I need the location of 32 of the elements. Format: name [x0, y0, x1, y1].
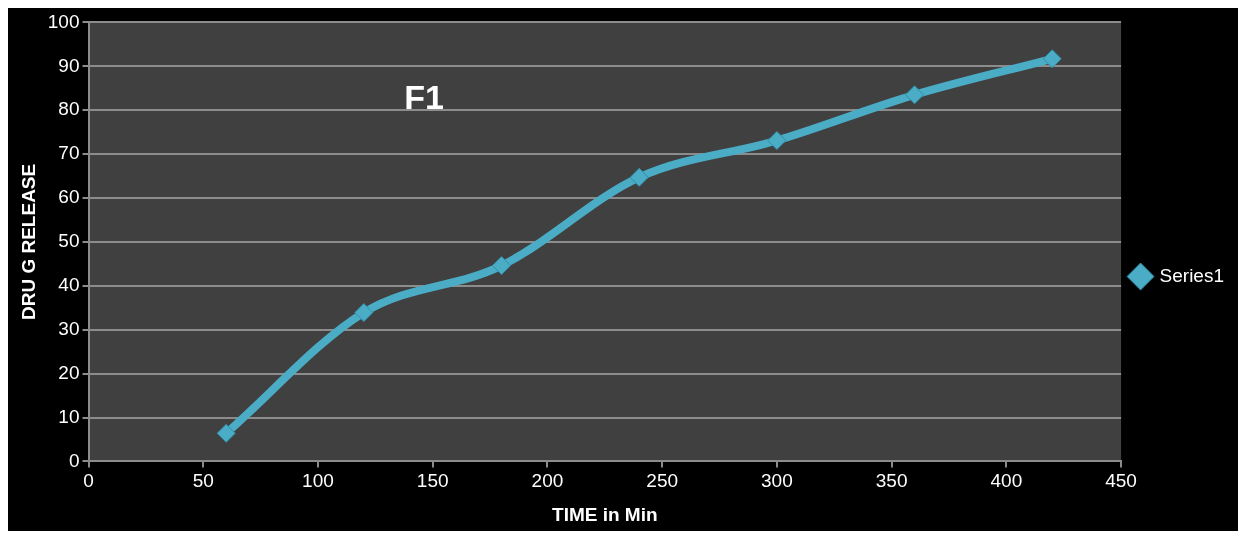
point [1042, 49, 1062, 69]
x-tick-label: 0 [83, 470, 94, 492]
y-tick-label: 70 [58, 142, 80, 164]
y-tick-label: 30 [58, 317, 80, 339]
y-tick-label: 0 [68, 449, 80, 471]
x-tick-label: 400 [990, 470, 1023, 492]
x-tick-label: 200 [531, 470, 564, 492]
y-tick-label: 80 [58, 98, 80, 120]
y-tick-label: 40 [58, 274, 80, 296]
y-tick-label: 20 [58, 361, 80, 383]
y-tick-label: 10 [58, 405, 80, 427]
x-tick-label: 450 [1105, 470, 1137, 492]
y-tick-label: 50 [58, 230, 80, 252]
x-tick-label: 150 [416, 470, 449, 492]
point [905, 85, 925, 105]
y-tick-label: 60 [58, 186, 80, 208]
x-tick-label: 250 [646, 470, 679, 492]
x-tick-label: 100 [302, 470, 334, 492]
point [492, 256, 512, 276]
point [767, 130, 787, 150]
legend-label: Series1 [1159, 264, 1224, 286]
x-tick-label: 300 [761, 470, 793, 492]
x-tick-label: 350 [875, 470, 908, 492]
x-axis-title: TIME in Min [552, 503, 658, 525]
text: F1 [404, 77, 444, 116]
point [629, 167, 649, 187]
point [216, 423, 236, 443]
x-tick-label: 50 [192, 470, 214, 492]
y-tick-label: 90 [58, 54, 80, 76]
y-tick-label: 100 [47, 10, 80, 32]
y-axis-title: DRU G RELEASE [17, 163, 39, 321]
point [354, 303, 374, 323]
